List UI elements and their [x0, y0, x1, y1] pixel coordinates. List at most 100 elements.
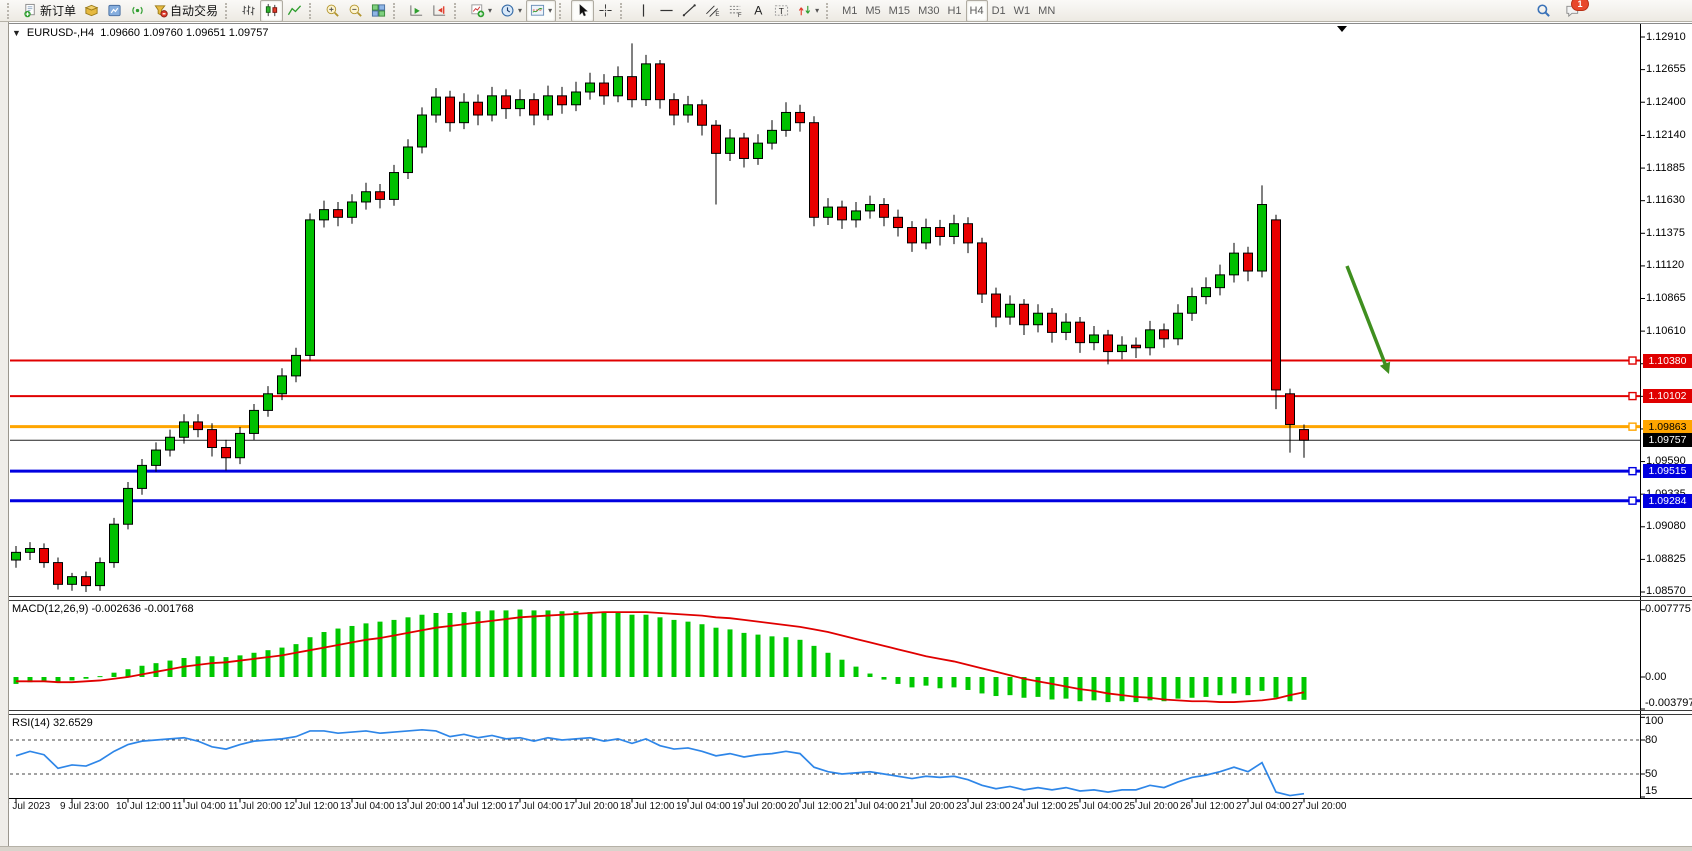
chat-button[interactable]: 1 [1561, 0, 1589, 22]
candle [25, 548, 35, 553]
line-chart-button[interactable] [283, 0, 306, 22]
candle [1271, 219, 1281, 391]
candle [949, 223, 959, 237]
fibonacci-button[interactable]: F [724, 0, 747, 22]
window-bottom-edge [0, 846, 1692, 851]
timeframe-h4[interactable]: H4 [965, 0, 988, 22]
rsi-tick-label: 100 [1645, 715, 1664, 727]
timeframe-d1-label: D1 [991, 4, 1006, 17]
vertical-line-button[interactable] [632, 0, 655, 22]
timeframe-h1[interactable]: H1 [943, 0, 965, 22]
candle [1173, 312, 1183, 340]
candle-chart-icon [265, 3, 278, 17]
metaeditor-button[interactable] [103, 0, 126, 22]
timeframe-m1[interactable]: M1 [838, 0, 861, 22]
time-label: 20 Jul 12:00 [788, 801, 843, 812]
cursor-button[interactable] [571, 0, 595, 22]
hline-objects[interactable] [10, 356, 1640, 505]
bar-chart-button[interactable] [237, 0, 260, 22]
zoom-out-button[interactable] [344, 0, 367, 22]
horizontal-line-button[interactable] [655, 0, 678, 22]
indicators-button[interactable]: ▾ [466, 0, 496, 22]
candle [767, 129, 777, 144]
time-label: 11 Jul 20:00 [228, 801, 282, 812]
candle [53, 562, 63, 585]
time-label: 25 Jul 04:00 [1068, 801, 1123, 812]
timeframe-mn-label: MN [1038, 4, 1056, 17]
equidistant-channel-button[interactable]: E [701, 0, 724, 22]
candle [347, 201, 357, 218]
chart-shift-marker[interactable] [1337, 26, 1347, 32]
candle [907, 227, 917, 244]
price-tick-label: 1.12655 [1646, 63, 1686, 76]
timeframe-h4-label: H4 [969, 4, 984, 17]
symbol-menu-caret[interactable]: ▼ [12, 28, 21, 38]
crosshair-button[interactable] [594, 0, 617, 22]
time-label: 13 Jul 20:00 [396, 801, 451, 812]
timeframe-m15[interactable]: M15 [885, 0, 914, 22]
candle [893, 216, 903, 229]
candle [81, 576, 91, 587]
trendline-button[interactable] [678, 0, 701, 22]
toolbar-grip [826, 2, 835, 19]
candle [1201, 287, 1211, 298]
candle [1061, 321, 1071, 333]
timeframe-d1[interactable]: D1 [988, 0, 1010, 22]
chart-profile-icon [84, 4, 99, 17]
candle [361, 191, 371, 203]
arrows-icon [798, 5, 811, 16]
timeframe-w1[interactable]: W1 [1010, 0, 1035, 22]
autotrading-button[interactable]: 自动交易 [149, 0, 222, 22]
timeframe-m5[interactable]: M5 [861, 0, 884, 22]
candle [445, 96, 455, 124]
zoom-in-button[interactable] [321, 0, 344, 22]
periods-icon [501, 4, 514, 17]
chart-shift-icon [433, 5, 446, 16]
macd-indicator-label: MACD(12,26,9) -0.002636 -0.001768 [12, 603, 194, 615]
timeframe-w1-label: W1 [1013, 4, 1031, 17]
cursor-icon [579, 3, 589, 17]
new-order-button[interactable]: 新订单 [19, 0, 80, 22]
candle [1075, 321, 1085, 344]
time-label: 26 Jul 12:00 [1180, 801, 1235, 812]
candle [333, 209, 343, 218]
macd-histogram [13, 609, 1307, 703]
auto-scroll-button[interactable] [405, 0, 428, 22]
tile-windows-button[interactable] [367, 0, 390, 22]
candle [277, 375, 287, 395]
rsi-line [15, 728, 1305, 797]
search-button[interactable] [1532, 0, 1555, 22]
text-button[interactable]: A [747, 0, 770, 22]
zoom-out-icon [349, 4, 362, 17]
candle [221, 446, 231, 459]
candle [1117, 344, 1127, 353]
candle-chart-button[interactable] [260, 0, 284, 22]
time-label: 19 Jul 20:00 [732, 801, 787, 812]
templates-button[interactable]: ▾ [526, 0, 557, 22]
toolbar: 新订单 自动交易 ▾ ▾ ▾ E F A T ▾ M1 M5 M15 M30 H1 H4 D1 W1 MN 1 [0, 0, 1692, 22]
candle [669, 99, 679, 116]
chart-ohlc: 1.09660 1.09760 1.09651 1.09757 [100, 27, 269, 39]
annotation-arrow[interactable] [1345, 265, 1391, 374]
chart-shift-button[interactable] [428, 0, 451, 22]
toolbar-grip [309, 2, 318, 19]
toolbar-grip [559, 2, 568, 19]
profiles-button[interactable] [80, 0, 103, 22]
hline-price-badge: 1.09284 [1643, 493, 1692, 508]
candle [543, 95, 553, 116]
timeframe-mn[interactable]: MN [1034, 0, 1059, 22]
periods-button[interactable]: ▾ [496, 0, 526, 22]
current-price-badge: 1.09757 [1643, 433, 1692, 448]
arrows-button[interactable]: ▾ [793, 0, 823, 22]
signals-button[interactable] [126, 0, 149, 22]
candle [487, 95, 497, 116]
candle [1019, 303, 1029, 326]
svg-text:F: F [738, 12, 742, 18]
equidistant-channel-icon: E [706, 5, 719, 18]
timeframe-h1-label: H1 [947, 4, 962, 17]
candle [585, 82, 595, 93]
timeframe-m30[interactable]: M30 [914, 0, 943, 22]
candle [599, 82, 609, 97]
text-label-button[interactable]: T [770, 0, 793, 22]
